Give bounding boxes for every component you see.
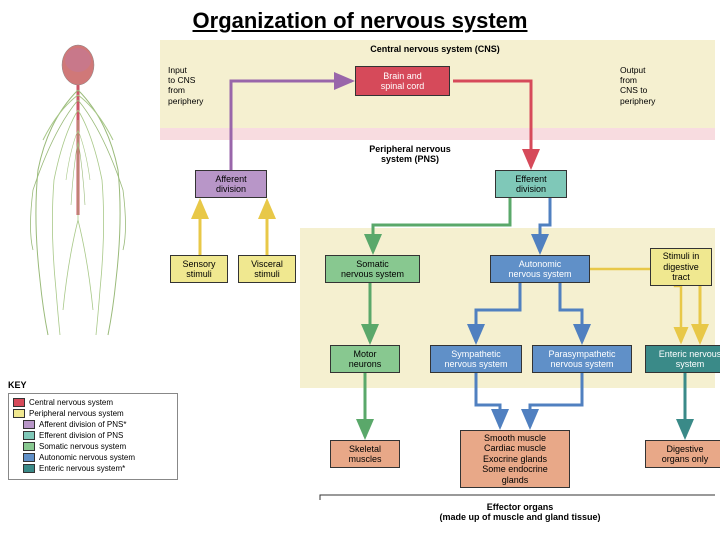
node-enteric: Enteric nervous system [645,345,720,373]
node-somatic: Somatic nervous system [325,255,420,283]
legend-label: Peripheral nervous system [29,409,124,418]
legend-label: Central nervous system [29,398,113,407]
legend-swatch [23,464,35,473]
legend-swatch [13,398,25,407]
node-visceral: Visceral stimuli [238,255,296,283]
body-figure [8,40,148,340]
legend-row: Central nervous system [13,398,173,407]
node-sympathetic: Sympathetic nervous system [430,345,522,373]
legend-swatch [23,442,35,451]
legend-label: Afferent division of PNS* [39,420,126,429]
legend-row: Autonomic nervous system [13,453,173,462]
cns-label: Central nervous system (CNS) [310,44,560,54]
legend-title: KEY [8,380,178,390]
legend-label: Efferent division of PNS [39,431,123,440]
legend-row: Somatic nervous system [13,442,173,451]
legend-swatch [13,409,25,418]
node-parasympathetic: Parasympathetic nervous system [532,345,632,373]
output-label: Output from CNS to periphery [620,65,670,106]
node-digestive_stim: Stimuli in digestive tract [650,248,712,286]
page-title: Organization of nervous system [0,0,720,34]
effector-organs-label: Effector organs (made up of muscle and g… [410,502,630,522]
node-sensory: Sensory stimuli [170,255,228,283]
legend-label: Enteric nervous system* [39,464,125,473]
legend-swatch [23,453,35,462]
legend-row: Peripheral nervous system [13,409,173,418]
legend-swatch [23,431,35,440]
node-motor: Motor neurons [330,345,400,373]
input-label: Input to CNS from periphery [168,65,218,106]
node-autonomic: Autonomic nervous system [490,255,590,283]
legend-label: Autonomic nervous system [39,453,135,462]
node-digestive_org: Digestive organs only [645,440,720,468]
legend-label: Somatic nervous system [39,442,126,451]
node-afferent: Afferent division [195,170,267,198]
legend-row: Enteric nervous system* [13,464,173,473]
legend-swatch [23,420,35,429]
legend-box: Central nervous system Peripheral nervous… [8,393,178,480]
node-efferent: Efferent division [495,170,567,198]
pns-label: Peripheral nervous system (PNS) [335,144,485,164]
node-skeletal: Skeletal muscles [330,440,400,468]
legend-row: Afferent division of PNS* [13,420,173,429]
node-brain: Brain and spinal cord [355,66,450,96]
legend: KEY Central nervous system Peripheral ner… [8,380,178,480]
legend-row: Efferent division of PNS [13,431,173,440]
diagram: Central nervous system (CNS) Peripheral … [160,40,715,535]
node-smooth: Smooth muscle Cardiac muscle Exocrine gl… [460,430,570,488]
